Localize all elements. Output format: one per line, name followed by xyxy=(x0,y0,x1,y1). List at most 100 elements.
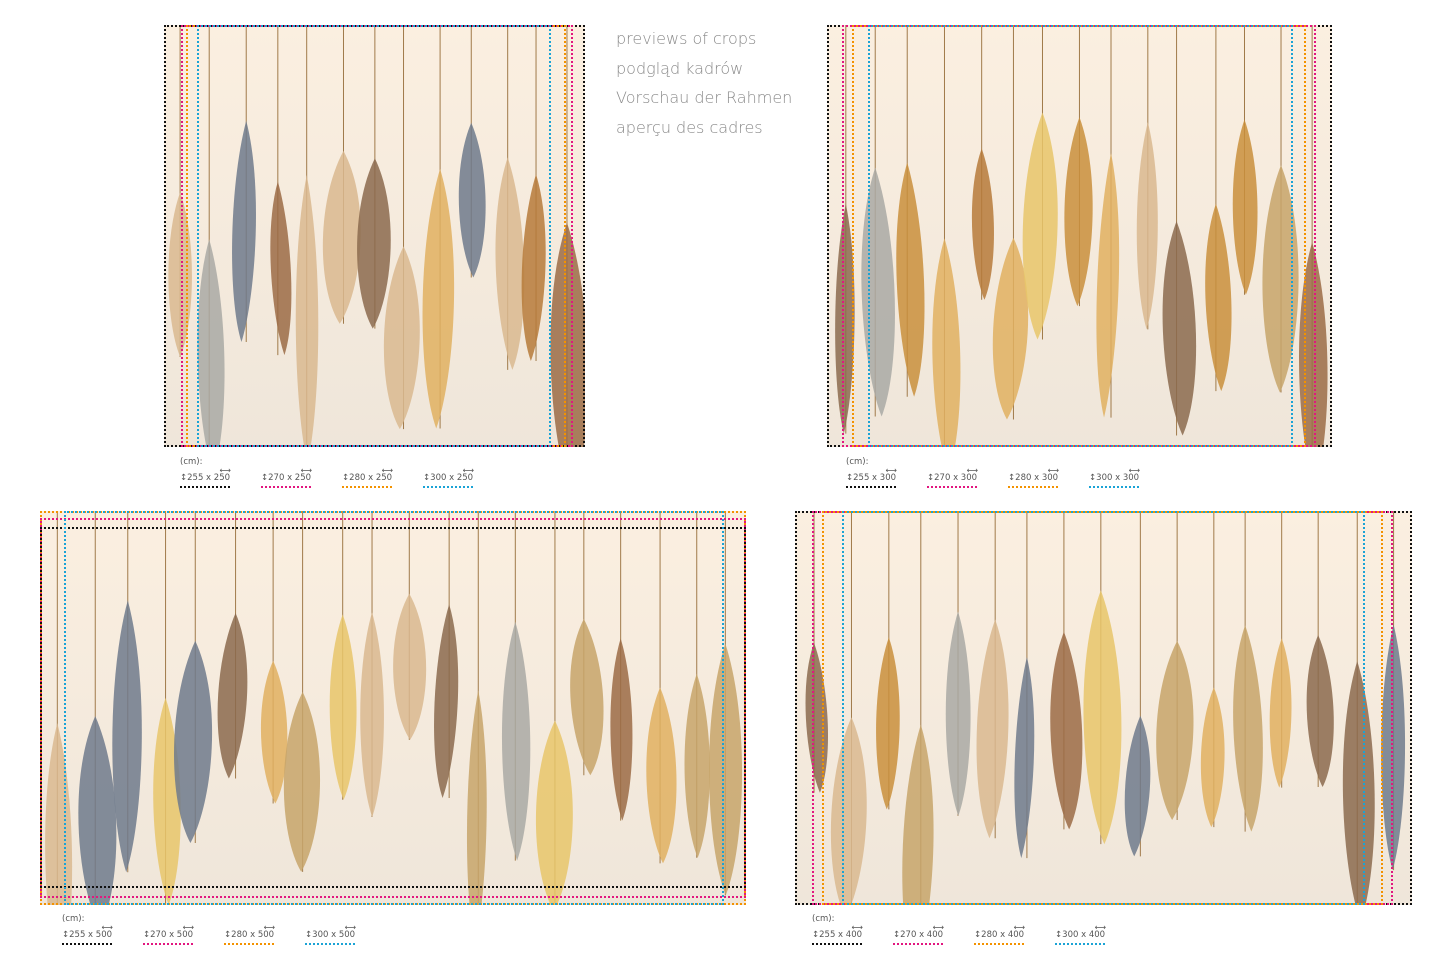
size-color-swatch xyxy=(62,943,113,945)
feather xyxy=(383,246,420,430)
updown-arrow-icon: ↕ xyxy=(143,930,151,940)
size-color-swatch xyxy=(143,943,194,945)
crop-preview-4 xyxy=(795,511,1412,905)
title-de: Vorschau der Rahmen xyxy=(616,88,793,107)
feather xyxy=(945,611,971,816)
feathers-artwork xyxy=(835,25,1328,447)
feather xyxy=(550,222,585,447)
feather xyxy=(283,691,321,872)
feather xyxy=(501,621,531,861)
feather xyxy=(521,174,546,361)
size-label: 255 x 250 xyxy=(187,473,231,483)
updown-arrow-icon: ↕ xyxy=(180,473,188,483)
unit-label: (cm): xyxy=(812,914,835,924)
size-label: 270 x 300 xyxy=(934,473,978,483)
feather xyxy=(1269,638,1292,788)
feather xyxy=(168,192,192,357)
title-fr: aperçu des cadres xyxy=(616,117,763,137)
feather xyxy=(112,600,142,873)
feather xyxy=(422,168,455,429)
feather xyxy=(1022,112,1058,340)
feather xyxy=(495,157,525,370)
size-option: ⟷ ↕300 x 400 xyxy=(1055,923,1106,945)
size-color-swatch xyxy=(893,943,944,945)
feather xyxy=(153,697,181,905)
size-color-swatch xyxy=(1055,943,1106,945)
size-color-swatch xyxy=(342,486,393,488)
feather xyxy=(78,715,117,905)
feathers-artwork xyxy=(168,25,585,447)
feather xyxy=(1124,715,1151,857)
feather xyxy=(535,720,573,905)
feather xyxy=(971,148,994,300)
size-option: ⟷ ↕280 x 400 xyxy=(974,923,1026,945)
feathers-artwork xyxy=(45,511,743,905)
feather xyxy=(1162,221,1197,436)
size-option: ⟷ ↕300 x 250 xyxy=(423,466,475,488)
leftright-arrow-icon: ⟷ xyxy=(182,923,195,932)
updown-arrow-icon: ↕ xyxy=(893,930,901,940)
feather xyxy=(466,690,487,905)
feather xyxy=(610,638,633,821)
feather xyxy=(260,660,288,804)
size-option: ⟷ ↕300 x 500 xyxy=(305,923,357,945)
feather xyxy=(1014,656,1035,859)
size-option: ⟷ ↕280 x 300 xyxy=(1008,466,1059,488)
size-label: 300 x 250 xyxy=(430,473,474,483)
feather xyxy=(295,175,319,447)
leftright-arrow-icon: ⟷ xyxy=(1013,923,1026,932)
feather xyxy=(174,640,213,843)
feather xyxy=(708,643,743,896)
feather xyxy=(830,717,867,905)
feather xyxy=(1050,631,1083,830)
feather xyxy=(329,614,357,800)
size-legend: (cm): ⟷ ↕255 x 300 ⟷ ↕270 x 300 ⟷ ↕280 x 300 ⟷ ↕… xyxy=(846,457,1170,488)
size-label: 280 x 400 xyxy=(981,930,1025,940)
size-option: ⟷ ↕270 x 300 xyxy=(927,466,978,488)
feather xyxy=(896,162,925,397)
leftright-arrow-icon: ⟷ xyxy=(851,923,864,932)
size-option: ⟷ ↕270 x 400 xyxy=(893,923,945,945)
leftright-arrow-icon: ⟷ xyxy=(344,923,357,932)
feather xyxy=(1205,203,1232,392)
size-color-swatch xyxy=(812,943,863,945)
feather xyxy=(992,237,1029,420)
updown-arrow-icon: ↕ xyxy=(974,930,982,940)
updown-arrow-icon: ↕ xyxy=(1089,473,1097,483)
feather xyxy=(976,619,1009,839)
size-label: 300 x 500 xyxy=(312,930,356,940)
feather xyxy=(876,637,900,810)
feather xyxy=(1083,590,1122,845)
feather xyxy=(360,612,384,818)
size-color-swatch xyxy=(846,486,897,488)
size-label: 280 x 500 xyxy=(231,930,275,940)
leftright-arrow-icon: ⟷ xyxy=(462,466,475,475)
leftright-arrow-icon: ⟷ xyxy=(219,466,232,475)
size-legend: (cm): ⟷ ↕255 x 400 ⟷ ↕270 x 400 ⟷ ↕280 x 400 ⟷ ↕… xyxy=(812,914,1136,945)
size-color-swatch xyxy=(1089,486,1140,488)
size-color-swatch xyxy=(305,943,356,945)
leftright-arrow-icon: ⟷ xyxy=(381,466,394,475)
feather xyxy=(322,150,361,324)
feather xyxy=(1136,122,1158,330)
size-color-swatch xyxy=(423,486,474,488)
leftright-arrow-icon: ⟷ xyxy=(932,923,945,932)
leftright-arrow-icon: ⟷ xyxy=(885,466,898,475)
feather xyxy=(570,618,604,776)
updown-arrow-icon: ↕ xyxy=(423,473,431,483)
updown-arrow-icon: ↕ xyxy=(62,930,70,940)
feather xyxy=(861,167,895,417)
size-label: 255 x 500 xyxy=(69,930,113,940)
feather xyxy=(1064,117,1093,307)
size-label: 300 x 400 xyxy=(1062,930,1106,940)
feather xyxy=(1232,119,1258,295)
updown-arrow-icon: ↕ xyxy=(927,473,935,483)
leftright-arrow-icon: ⟷ xyxy=(300,466,313,475)
feather xyxy=(1381,624,1406,871)
feather xyxy=(684,673,710,858)
size-color-swatch xyxy=(261,486,312,488)
size-option: ⟷ ↕270 x 250 xyxy=(261,466,313,488)
size-color-swatch xyxy=(927,486,978,488)
title-en: previews of crops xyxy=(616,29,757,48)
feather xyxy=(1156,640,1194,821)
